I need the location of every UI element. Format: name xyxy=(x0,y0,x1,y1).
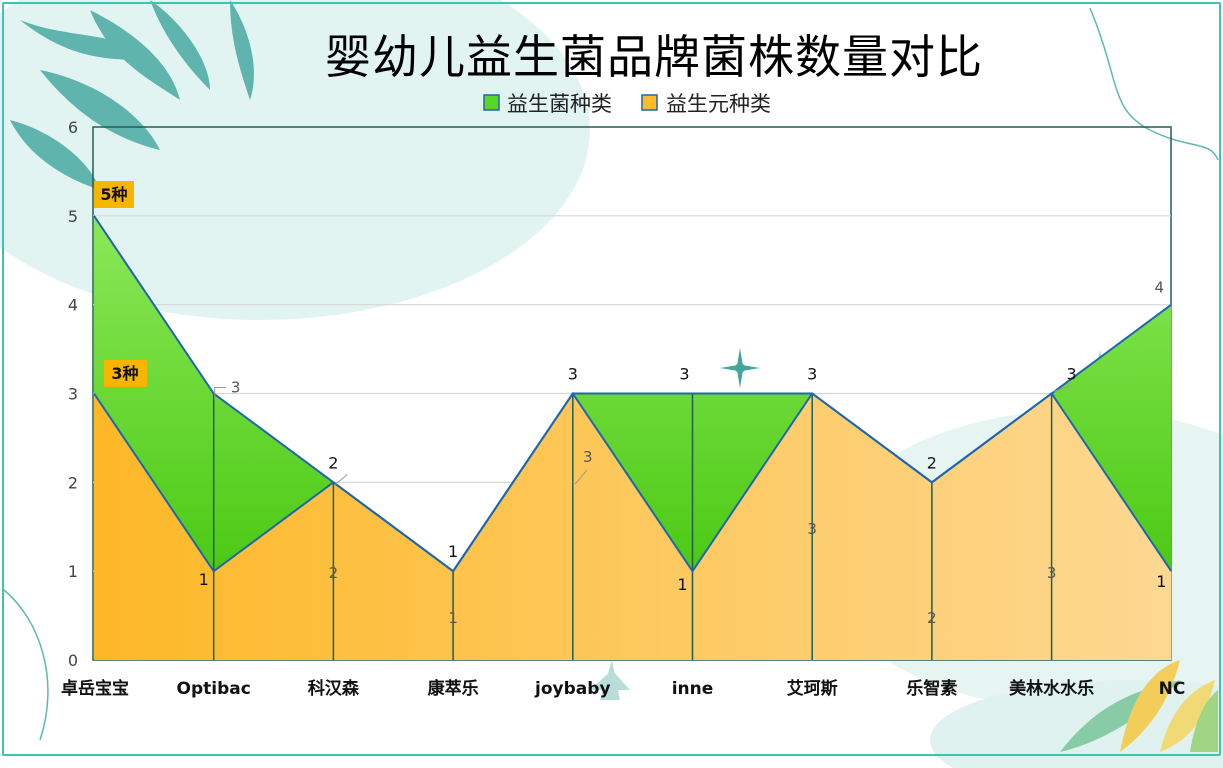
value-label-probiotic-5: 3 xyxy=(679,365,689,384)
callout-3: 3种 xyxy=(104,360,147,387)
x-tick-label-3: 康萃乐 xyxy=(428,678,479,699)
decor-curve-top-right xyxy=(1089,7,1219,161)
legend-swatch-prebiotic xyxy=(641,94,658,111)
value-label-prebiotic-2: 2 xyxy=(329,564,339,582)
leader-line-optibac xyxy=(214,387,226,400)
chart-title: 婴幼儿益生菌品牌菌株数量对比 xyxy=(325,30,983,84)
callout-5: 5种 xyxy=(94,181,134,208)
value-label-prebiotic-4: 3 xyxy=(583,448,593,466)
value-label-probiotic-6: 3 xyxy=(807,365,817,384)
value-label-prebiotic-6: 3 xyxy=(807,520,817,538)
decor-blob-top-left xyxy=(0,0,590,320)
callout-5-text: 5种 xyxy=(100,185,127,204)
leader-line-kehansen xyxy=(335,473,348,485)
leader-line-joybaby xyxy=(574,470,588,485)
series-lines xyxy=(93,215,1173,573)
value-label-probiotic-2: 2 xyxy=(328,453,338,472)
leader-line-meilin xyxy=(1053,385,1072,392)
value-label-probiotic-8: 3 xyxy=(1067,365,1077,384)
x-tick-label-7: 乐智素 xyxy=(906,678,957,699)
legend: 益生菌种类 益生元种类 xyxy=(483,92,771,116)
x-tick-label-1: Optibac xyxy=(177,679,251,699)
x-axis: 卓岳宝宝 Optibac 科汉森 康萃乐 joybaby inne 艾珂斯 乐智素 美林水水乐 N… xyxy=(61,678,1185,699)
flower-small-icon xyxy=(720,348,760,388)
callout-5-bg xyxy=(94,181,134,208)
x-tick-label-9: NC xyxy=(1159,679,1186,699)
category-dividers xyxy=(212,393,1053,660)
data-labels: 3 1 2 2 1 1 3 3 3 1 3 3 2 2 3 3 4 1 xyxy=(199,279,1167,627)
area-prebiotic xyxy=(94,393,1172,660)
value-label-probiotic-3: 1 xyxy=(448,542,458,561)
x-tick-label-4: joybaby xyxy=(534,679,610,699)
y-tick-label-5: 5 xyxy=(68,207,78,226)
value-label-prebiotic-5: 1 xyxy=(677,575,687,594)
sprout-icon xyxy=(590,660,630,700)
value-label-probiotic-7: 2 xyxy=(927,453,937,472)
value-label-prebiotic-7: 2 xyxy=(927,609,937,627)
palm-leaf-icon xyxy=(10,0,254,190)
legend-label-probiotic: 益生菌种类 xyxy=(507,92,612,116)
decor-curve-left xyxy=(3,589,49,741)
value-label-probiotic-1: 3 xyxy=(231,379,241,397)
y-tick-label-4: 4 xyxy=(68,296,78,315)
legend-label-prebiotic: 益生元种类 xyxy=(666,92,771,116)
x-tick-label-8: 美林水水乐 xyxy=(1009,678,1094,699)
x-tick-label-2: 科汉森 xyxy=(308,678,360,699)
y-tick-label-2: 2 xyxy=(68,473,78,492)
line-prebiotic xyxy=(93,391,1173,573)
y-tick-label-1: 1 xyxy=(68,562,78,581)
x-tick-label-6: 艾珂斯 xyxy=(787,678,838,699)
grass-leaves-icon xyxy=(1060,660,1218,752)
y-axis: 0 1 2 3 4 5 6 xyxy=(68,118,78,670)
y-tick-label-6: 6 xyxy=(68,118,78,137)
value-label-probiotic-9: 4 xyxy=(1155,279,1165,297)
value-label-prebiotic-9: 1 xyxy=(1156,572,1166,591)
value-label-probiotic-4: 3 xyxy=(568,365,578,384)
value-label-prebiotic-1: 1 xyxy=(199,570,209,589)
value-label-prebiotic-8: 3 xyxy=(1047,564,1057,582)
x-tick-label-5: inne xyxy=(672,679,714,699)
callout-3-text: 3种 xyxy=(111,364,138,383)
legend-swatch-probiotic xyxy=(483,94,500,111)
y-tick-label-3: 3 xyxy=(68,385,78,404)
callout-3-bg xyxy=(104,360,147,387)
y-tick-label-0: 0 xyxy=(68,651,78,670)
x-tick-label-0: 卓岳宝宝 xyxy=(61,678,129,699)
value-label-prebiotic-3: 1 xyxy=(448,609,458,627)
